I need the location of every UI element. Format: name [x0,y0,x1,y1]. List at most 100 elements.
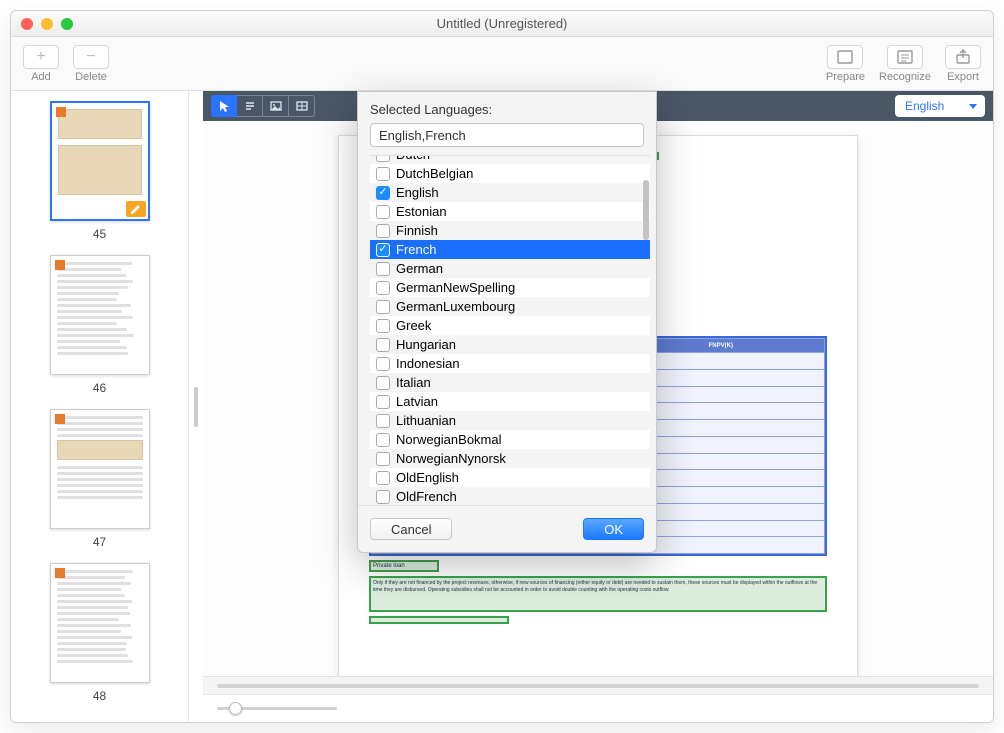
language-option-italian[interactable]: Italian [370,373,650,392]
scrollbar-track [217,684,979,688]
thumbnail-corner-icon [55,568,65,578]
mode-table-button[interactable] [289,95,315,117]
language-option-finnish[interactable]: Finnish [370,221,650,240]
language-name: Dutch [396,155,430,162]
checkbox[interactable] [376,452,390,466]
checkbox[interactable] [376,490,390,504]
dialog-scrollbar[interactable] [642,156,650,505]
pointer-icon [217,99,231,113]
language-name: German [396,261,443,276]
window-title: Untitled (Unregistered) [11,16,993,31]
checkbox[interactable] [376,155,390,162]
language-list[interactable]: Dutch DutchBelgian English EstonianFinnish F… [370,155,650,505]
region-private-loan[interactable]: Private loan [369,560,439,572]
language-option-latvian[interactable]: Latvian [370,392,650,411]
text-icon [243,99,257,113]
zoom-slider-thumb[interactable] [229,702,242,715]
language-option-germannewspelling[interactable]: GermanNewSpelling [370,278,650,297]
language-option-norwegianbokmal[interactable]: NorwegianBokmal [370,430,650,449]
selected-languages-input[interactable] [370,123,644,147]
language-name: Latvian [396,394,438,409]
recognize-icon [887,45,923,69]
checkbox[interactable] [376,414,390,428]
thumbnail-47[interactable]: 47 [50,409,150,549]
checkbox[interactable] [376,243,390,257]
cancel-button[interactable]: Cancel [370,518,452,540]
language-option-oldfrench[interactable]: OldFrench [370,487,650,505]
language-option-dutch[interactable]: Dutch [370,155,650,164]
thumbnail-corner-icon [55,414,65,424]
add-icon: + [23,45,59,69]
language-option-norwegiannynorsk[interactable]: NorwegianNynorsk [370,449,650,468]
pencil-icon [126,201,146,217]
thumbnail-sidebar[interactable]: 45 46 47 48 [11,91,189,722]
delete-tool[interactable]: −Delete [73,45,109,83]
recognize-tool[interactable]: Recognize [879,45,931,83]
checkbox[interactable] [376,395,390,409]
traffic-lights [21,18,73,30]
checkbox[interactable] [376,300,390,314]
language-name: French [396,242,436,257]
add-tool[interactable]: +Add [23,45,59,83]
language-name: NorwegianNynorsk [396,451,506,466]
checkbox[interactable] [376,471,390,485]
table-icon [295,99,309,113]
mode-pointer-button[interactable] [211,95,237,117]
thumbnail-46[interactable]: 46 [50,255,150,395]
titlebar: Untitled (Unregistered) [11,11,993,37]
mode-image-button[interactable] [263,95,289,117]
language-option-hungarian[interactable]: Hungarian [370,335,650,354]
checkbox[interactable] [376,433,390,447]
checkbox[interactable] [376,224,390,238]
language-name: Italian [396,375,431,390]
language-option-estonian[interactable]: Estonian [370,202,650,221]
language-option-indonesian[interactable]: Indonesian [370,354,650,373]
thumbnail-45[interactable]: 45 [50,101,150,241]
minimize-button[interactable] [41,18,53,30]
ok-button[interactable]: OK [583,518,644,540]
language-option-germanluxembourg[interactable]: GermanLuxembourg [370,297,650,316]
export-tool[interactable]: Export [945,45,981,83]
language-option-oldenglish[interactable]: OldEnglish [370,468,650,487]
checkbox[interactable] [376,376,390,390]
mode-text-button[interactable] [237,95,263,117]
thumbnail-page [50,563,150,683]
language-option-dutchbelgian[interactable]: DutchBelgian [370,164,650,183]
checkbox[interactable] [376,357,390,371]
checkbox[interactable] [376,262,390,276]
thumbnail-label: 47 [93,535,106,549]
language-dropdown-label: English [905,99,944,113]
thumbnail-label: 46 [93,381,106,395]
language-name: NorwegianBokmal [396,432,502,447]
language-option-greek[interactable]: Greek [370,316,650,335]
language-name: English [396,185,439,200]
dialog-scrollbar-thumb[interactable] [643,180,649,240]
language-option-french[interactable]: French [370,240,650,259]
checkbox[interactable] [376,167,390,181]
horizontal-scrollbar[interactable] [203,676,993,694]
language-option-german[interactable]: German [370,259,650,278]
checkbox[interactable] [376,186,390,200]
checkbox[interactable] [376,338,390,352]
checkbox[interactable] [376,319,390,333]
language-option-english[interactable]: English [370,183,650,202]
close-button[interactable] [21,18,33,30]
thumbnail-48[interactable]: 48 [50,563,150,703]
zoom-bar [203,694,993,722]
sidebar-splitter[interactable] [189,91,203,722]
prepare-tool[interactable]: Prepare [826,45,865,83]
checkbox[interactable] [376,281,390,295]
thumbnail-corner-icon [56,107,66,117]
language-dropdown[interactable]: English [895,95,985,117]
language-name: GermanNewSpelling [396,280,515,295]
language-name: OldEnglish [396,470,459,485]
thumbnail-corner-icon [55,260,65,270]
region-footer-note[interactable]: Only if they are not financed by the pro… [369,576,827,612]
checkbox[interactable] [376,205,390,219]
language-option-lithuanian[interactable]: Lithuanian [370,411,650,430]
thumbnail-label: 48 [93,689,106,703]
region-footer-bar[interactable] [369,616,509,624]
zoom-button[interactable] [61,18,73,30]
zoom-slider[interactable] [217,707,337,710]
thumbnail-page [50,255,150,375]
